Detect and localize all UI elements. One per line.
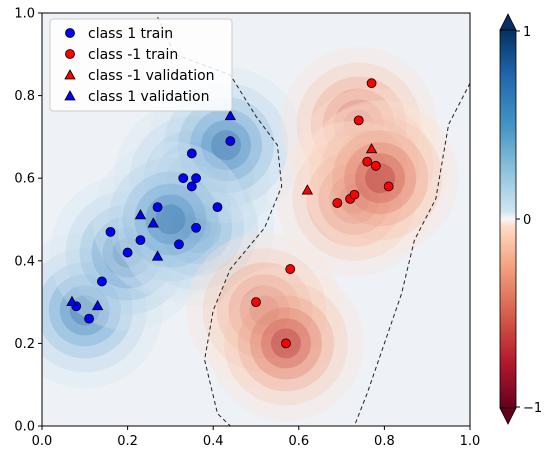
class--1-train-point [349,189,360,200]
colorbar-label-mid: 0 [523,213,531,228]
class-1-train-point [105,226,116,237]
plot-frame [41,12,471,427]
class-1-train-point [84,313,94,324]
class--1-train-point [285,264,296,274]
colorbar-gradient [499,29,517,409]
data-points [66,78,394,349]
negative-contour-level [239,285,290,336]
zero-contour-line [157,16,470,426]
class-1-train-point [122,247,133,258]
negative-contour-level [344,142,417,215]
class--1-train-point [353,115,364,126]
y-tick-label: 0.0 [14,420,35,435]
x-axis: 0.0 0.2 0.4 0.6 0.8 1.0 [32,426,481,449]
x-tick-label: 0.4 [203,434,224,449]
negative-contour-level [202,248,327,373]
class--1-train-point [362,156,373,167]
positive-contour-level [211,130,242,161]
class-1-train-point [178,173,189,184]
x-tick-label: 0.6 [288,434,309,449]
positive-contour-level [42,262,133,359]
positive-contour-level [122,171,219,268]
y-axis: 0.0 0.2 0.4 0.6 0.8 1.0 [14,7,42,435]
y-tick-label: 0.4 [14,254,35,269]
class-1-train-point [174,239,184,250]
class-1-validation-point [91,299,104,311]
class--1-train-point [332,198,343,208]
x-tick-label: 0.2 [117,434,138,449]
colorbar-top-extension [499,13,517,31]
legend-marker-class1-validation [64,90,76,101]
colorbar: 1 0 −1 [499,13,542,425]
legend-marker-class1-train [65,28,75,38]
x-tick-label: 1.0 [460,434,481,449]
class-1-train-point [191,222,201,233]
positive-contour-level [190,109,263,182]
class-1-train-point [186,148,197,159]
colorbar-bottom-extension [499,407,517,425]
negative-contour-level [318,116,443,241]
class-1-train-point [152,202,163,213]
positive-contour-level [92,141,249,298]
class--1-train-point [383,181,394,192]
legend-label-class-1-train: class -1 train [88,47,178,63]
positive-contour-level [201,120,252,171]
class-1-train-point [97,276,107,287]
class-1-train-point [191,173,201,184]
positive-contour-level [48,274,121,347]
positive-contour-level [42,248,147,373]
positive-contour-level [134,183,207,256]
class-1-validation-point [147,217,159,228]
legend-label-class1-train: class 1 train [88,26,173,42]
class-1-train-point [135,235,146,246]
class--1-train-point [366,78,377,89]
positive-contour-level [155,204,186,235]
y-tick-label: 0.6 [14,172,35,187]
x-tick-label: 0.8 [374,434,395,449]
legend-label-class-1-validation: class -1 validation [88,68,215,84]
y-tick-label: 0.2 [14,337,35,352]
y-tick-label: 0.8 [14,89,35,104]
negative-contour-level [228,274,301,347]
negative-contour-level [302,100,459,257]
class-1-validation-point [224,109,236,121]
class--1-validation-point [365,142,378,154]
colorbar-label-bottom: −1 [523,401,542,416]
class-1-validation-point [66,295,78,307]
class-1-train-point [212,202,223,213]
negative-contour-level [332,130,429,227]
negative-contour-level [216,262,313,359]
class-1-train-point [225,136,236,146]
class--1-validation-point [301,184,314,195]
positive-contour-level [42,232,163,389]
colorbar-label-top: 1 [523,25,531,40]
class-1-validation-point [134,209,147,220]
positive-contour-level [178,97,275,194]
class--1-train-point [370,160,381,171]
x-tick-label: 0.0 [32,434,53,449]
y-tick-label: 1.0 [14,7,35,22]
class--1-train-point [251,297,261,308]
legend-marker-class-1-validation [64,69,76,80]
legend-marker-class-1-train [65,49,75,59]
positive-contour-level [108,157,233,282]
class-1-train-point [186,181,197,192]
legend-box [49,18,233,112]
legend: class 1 train class -1 train class -1 va… [49,18,233,112]
negative-contour-level [186,232,343,389]
class--1-train-point [281,338,291,349]
class-1-validation-point [151,250,164,261]
legend-label-class1-validation: class 1 validation [88,89,210,105]
